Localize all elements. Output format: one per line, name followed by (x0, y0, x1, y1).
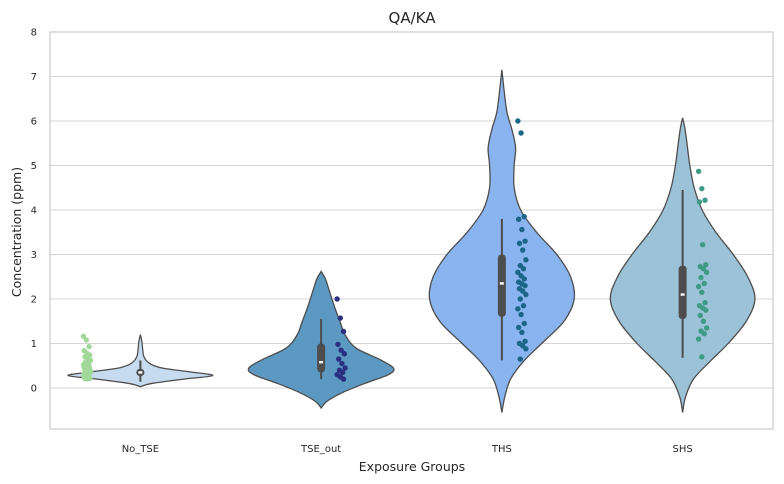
point-THS (516, 240, 523, 247)
point-SHS (703, 269, 710, 275)
point-SHS (703, 325, 710, 331)
point-SHS (695, 168, 702, 174)
point-THS (521, 320, 527, 327)
point-SHS (697, 312, 703, 319)
x-tick-label: THS (491, 444, 512, 455)
point-THS (520, 266, 527, 272)
point-SHS (695, 283, 702, 290)
point-TSE_out (340, 328, 347, 335)
point-SHS (698, 274, 704, 281)
plot-frame (49, 31, 774, 430)
point-THS (515, 324, 522, 331)
strip-points (80, 118, 710, 382)
x-tick-labels: No_TSE TSE_out THS SHS (122, 444, 693, 455)
point-TSE_out (340, 376, 347, 382)
point-THS (515, 118, 521, 124)
point-TSE_out (340, 369, 346, 376)
point-No_TSE (86, 343, 92, 350)
point-THS (515, 306, 521, 312)
point-THS (519, 329, 525, 336)
x-axis-label: Exposure Groups (359, 459, 465, 474)
point-No_TSE (83, 337, 90, 343)
point-TSE_out (342, 365, 348, 371)
point-THS (517, 296, 523, 302)
point-SHS (700, 266, 707, 272)
median-marker-THS (499, 282, 504, 285)
point-THS (523, 257, 529, 263)
median-marker-No_TSE (138, 371, 143, 374)
chart-title: QA/KA (389, 9, 437, 27)
point-THS (518, 130, 524, 136)
point-SHS (699, 354, 705, 360)
point-SHS (703, 307, 709, 313)
point-TSE_out (335, 341, 341, 348)
iqr-box-THS (497, 254, 506, 317)
y-tick-label: 1 (31, 339, 37, 350)
y-tick-label: 8 (31, 28, 37, 39)
y-tick-label: 5 (31, 161, 37, 172)
point-THS (520, 302, 527, 309)
point-THS (522, 238, 528, 244)
point-SHS (696, 199, 703, 205)
point-THS (515, 216, 522, 223)
x-tick-label: No_TSE (122, 444, 159, 455)
point-No_TSE (85, 376, 91, 382)
point-THS (523, 346, 529, 352)
point-THS (523, 291, 529, 298)
y-axis-label: Concentration (ppm) (9, 167, 24, 297)
y-tick-label: 0 (31, 384, 37, 395)
iqr-box-SHS (678, 265, 687, 320)
y-tick-label: 4 (31, 206, 37, 217)
point-THS (518, 311, 524, 318)
point-THS (522, 282, 528, 289)
point-THS (521, 276, 527, 282)
point-TSE_out (338, 347, 344, 353)
point-SHS (701, 280, 707, 287)
point-SHS (703, 262, 709, 268)
point-SHS (702, 299, 708, 306)
point-SHS (699, 185, 705, 192)
point-SHS (699, 289, 705, 296)
point-THS (519, 247, 526, 253)
point-TSE_out (339, 360, 345, 367)
x-tick-label: TSE_out (300, 444, 341, 455)
x-tick-label: SHS (673, 444, 693, 455)
point-SHS (702, 197, 708, 203)
y-tick-label: 3 (31, 250, 37, 261)
point-TSE_out (337, 315, 344, 321)
violins (67, 69, 756, 413)
point-TSE_out (336, 356, 342, 362)
point-THS (517, 356, 523, 362)
point-SHS (699, 242, 706, 248)
point-THS (519, 288, 526, 294)
y-tick-label: 6 (31, 117, 37, 128)
point-THS (521, 213, 527, 220)
y-tick-label: 2 (31, 295, 37, 306)
point-SHS (701, 331, 707, 337)
point-TSE_out (334, 296, 340, 302)
point-THS (519, 226, 525, 233)
point-SHS (695, 336, 702, 342)
point-TSE_out (341, 351, 348, 357)
median-marker-TSE_out (319, 360, 324, 364)
iqr-box-TSE_out (317, 343, 326, 373)
y-tick-label: 7 (31, 72, 37, 83)
point-SHS (700, 318, 707, 324)
median-marker-SHS (680, 293, 685, 296)
y-tick-labels: 0 1 2 3 4 5 6 7 8 (31, 28, 37, 395)
point-No_TSE (87, 352, 93, 358)
point-THS (522, 338, 528, 344)
point-THS (515, 269, 521, 275)
